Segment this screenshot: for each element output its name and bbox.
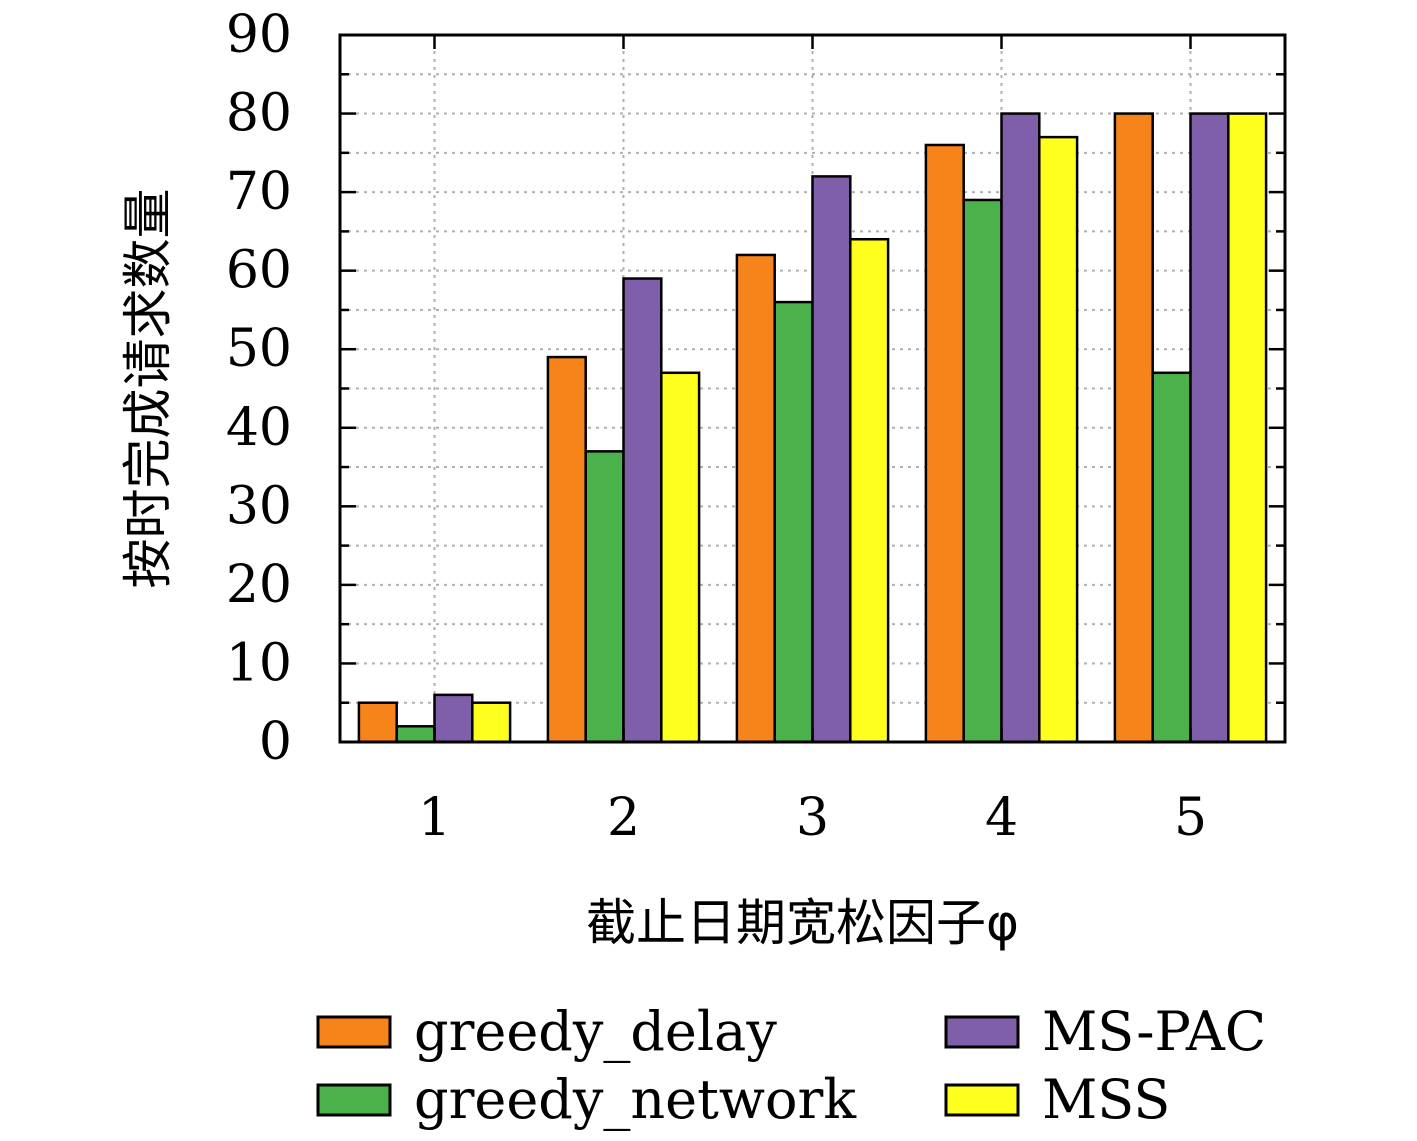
y-tick-label: 0	[259, 712, 292, 772]
legend-label: greedy_network	[414, 1068, 857, 1131]
y-tick-label: 70	[226, 162, 292, 222]
y-tick-label: 80	[226, 84, 292, 144]
bar-MSS-5	[1227, 112, 1268, 744]
legend-item-greedy_network: greedy_network	[316, 1068, 857, 1131]
legend-item-MSS: MSS	[944, 1068, 1170, 1131]
bar-MS-PAC-5	[1189, 112, 1230, 744]
legend-swatch	[944, 1083, 1020, 1117]
bar-MSS-3	[849, 237, 890, 744]
bar-MS-PAC-3	[811, 175, 852, 744]
legend-label: MSS	[1042, 1068, 1170, 1131]
bar-MSS-2	[660, 371, 701, 744]
bar-MSS-1	[471, 701, 512, 744]
bar-greedy_delay-1	[357, 701, 398, 744]
bar-MSS-4	[1038, 135, 1079, 744]
y-axis-label: 按时完成请求数量	[119, 189, 177, 589]
bar-MS-PAC-1	[433, 693, 474, 744]
legend-item-MS-PAC: MS-PAC	[944, 1000, 1266, 1063]
bars	[357, 112, 1268, 744]
bar-greedy_network-5	[1151, 371, 1192, 744]
bar-MS-PAC-4	[1000, 112, 1041, 744]
y-tick-label: 60	[226, 241, 292, 301]
legend-item-greedy_delay: greedy_delay	[316, 1000, 777, 1063]
bar-greedy_network-3	[773, 300, 814, 744]
legend-swatch	[944, 1015, 1020, 1049]
x-tick-label: 5	[1174, 788, 1207, 848]
bar-greedy_delay-2	[546, 355, 587, 744]
y-tick-label: 50	[226, 319, 292, 379]
y-tick-label: 30	[226, 476, 292, 536]
bar-MS-PAC-2	[622, 277, 663, 744]
x-tick-label: 4	[985, 788, 1018, 848]
bar-greedy_network-1	[395, 725, 436, 744]
y-tick-label: 10	[226, 633, 292, 693]
x-axis-label: 截止日期宽松因子φ	[586, 894, 1019, 952]
bar-greedy_network-2	[584, 450, 625, 744]
legend-swatch	[316, 1015, 392, 1049]
x-tick-label: 3	[796, 788, 829, 848]
legend-label: greedy_delay	[414, 1000, 777, 1063]
x-tick-label: 1	[418, 788, 451, 848]
bar-greedy_network-4	[962, 198, 1003, 744]
x-tick-labels: 1 2 3 4 5	[418, 788, 1207, 848]
bar-greedy_delay-3	[735, 253, 776, 744]
bar-greedy_delay-5	[1113, 112, 1154, 744]
legend-swatch	[316, 1083, 392, 1117]
legend-label: MS-PAC	[1042, 1000, 1266, 1063]
y-tick-labels: 0 10 20 30 40 50 60 70 80 90	[226, 5, 292, 772]
y-tick-label: 40	[226, 398, 292, 458]
bar-greedy_delay-4	[924, 143, 965, 744]
y-tick-label: 90	[226, 5, 292, 65]
x-tick-label: 2	[607, 788, 640, 848]
axis-ticks	[340, 33, 1285, 744]
y-tick-label: 20	[226, 555, 292, 615]
